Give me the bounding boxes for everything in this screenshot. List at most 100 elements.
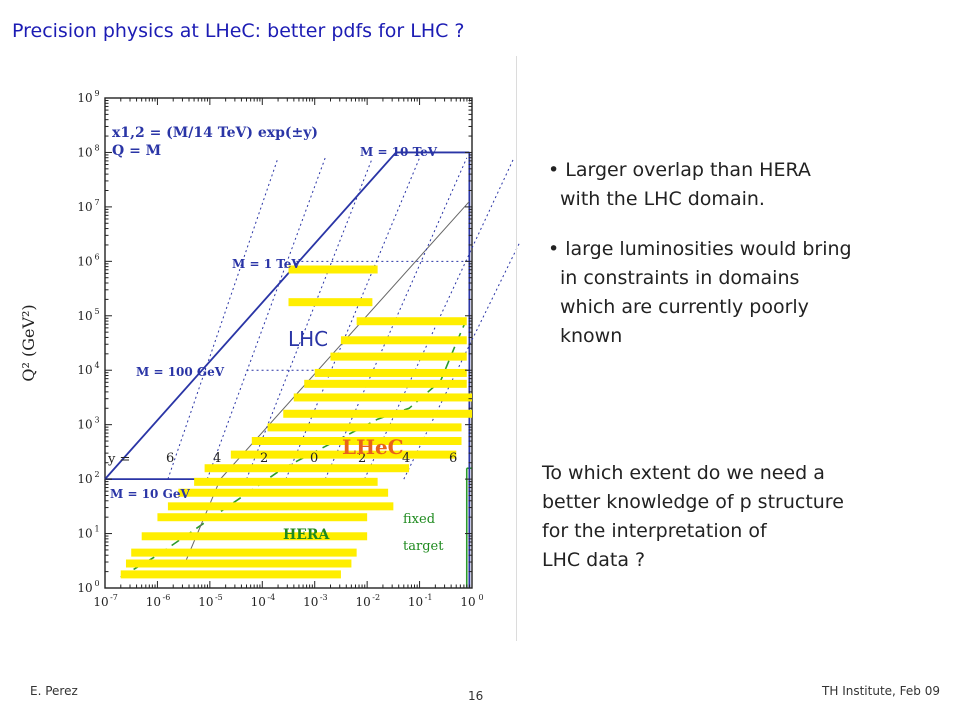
x-tick-label: 10 [146,595,161,609]
x-tick-label-exponent: -7 [110,593,118,602]
lheC-region-label: LHeC [342,435,404,459]
question-text: To which extent do we need a better know… [542,459,952,575]
lheC-band [356,317,467,326]
y-tick-label: 10 [77,472,92,486]
y-tick-label: 10 [77,145,92,159]
footer-event: TH Institute, Feb 09 [822,684,940,698]
x-tick-label: 10 [251,595,266,609]
bullet-list: • Larger overlap than HERA with the LHC … [548,156,948,351]
bullet-1-line-1: • Larger overlap than HERA [548,159,811,181]
bullet-2-line-4: known [560,325,623,347]
question-line-1: To which extent do we need a [542,462,825,484]
slide-title: Precision physics at LHeC: better pdfs f… [12,20,465,42]
y-tick-label-exponent: 1 [94,525,99,534]
mass-label: M = 100 GeV [136,365,225,379]
fixed-target-label-line-2: target [403,539,444,554]
rapidity-line [206,157,326,480]
y-tick-label: 10 [77,200,92,214]
question-line-2: better knowledge of p structure [542,491,844,513]
mass-label: M = 1 TeV [232,257,301,271]
lheC-band [304,379,467,388]
bullet-2-line-3: which are currently poorly [560,296,809,318]
lheC-band [340,336,467,345]
rapidity-label: 4 [402,451,410,466]
lheC-band [131,548,357,557]
y-tick-label: 10 [77,91,92,105]
mass-label: M = 10 TeV [360,145,438,159]
x-tick-label: 10 [93,595,108,609]
lheC-band [230,450,457,459]
x-tick-label-exponent: -1 [425,593,433,602]
y-tick-label: 10 [77,527,92,541]
formula-line-1: x1,2 = (M/14 TeV) exp(±y) [112,125,318,141]
x-tick-label-exponent: -2 [372,593,380,602]
y-tick-label-exponent: 7 [94,198,99,207]
plot-frame [104,97,473,589]
x-tick-label: 10 [198,595,213,609]
x-tick-label-exponent: -3 [320,593,328,602]
y-tick-label: 10 [77,254,92,268]
rapidity-label: 2 [260,451,268,466]
rapidity-label: 0 [310,451,318,466]
y-tick-label-exponent: 4 [94,361,99,370]
lheC-band [194,477,378,486]
x-tick-label: 10 [460,595,475,609]
y-tick-label-exponent: 6 [94,252,99,261]
formula-line-2: Q = M [112,143,161,159]
y-axis-label: Q² (GeV²) [19,304,38,381]
y-tick-label-exponent: 2 [94,470,99,479]
x-tick-label: 10 [356,595,371,609]
y-tick-label-exponent: 5 [94,307,99,316]
x-tick-label-exponent: -5 [215,593,223,602]
y-tick-label-exponent: 8 [94,143,99,152]
lheC-band [120,570,341,579]
y-tick-label-exponent: 9 [94,89,99,98]
column-divider [516,56,517,641]
y-tick-label: 10 [77,581,92,595]
rapidity-label: y = [107,452,130,467]
lheC-band [293,393,472,402]
question-line-4: LHC data ? [542,549,646,571]
footer-page-number: 16 [468,689,484,703]
lheC-band [283,409,472,418]
lheC-band [204,464,410,473]
lheC-band [251,437,462,445]
lheC-band [157,513,368,522]
x-tick-label-exponent: -6 [163,593,171,602]
y-tick-label-exponent: 0 [94,579,99,588]
lheC-band [288,298,373,307]
lheC-band [267,423,462,432]
rapidity-line [167,157,279,480]
footer-author: E. Perez [30,684,78,698]
x-tick-label-exponent: 0 [478,593,483,602]
lhc-left-boundary [104,151,397,480]
rapidity-line [364,157,515,480]
lheC-band [330,352,467,361]
bullet-2-line-2: in constraints in domains [560,267,800,289]
lheC-band [141,532,368,541]
fixed-target-label-line-1: fixed [403,512,435,527]
x-tick-label-exponent: -4 [267,593,275,602]
question-line-3: for the interpretation of [542,520,767,542]
x-tick-label: 10 [408,595,423,609]
y-tick-label-exponent: 3 [94,416,99,425]
bullet-1-line-2: with the LHC domain. [560,188,765,210]
y-tick-label: 10 [77,418,92,432]
y-tick-label: 10 [77,309,92,323]
hera-region-label: HERA [283,527,331,543]
lheC-band [125,559,352,568]
rapidity-label: 6 [166,451,174,466]
rapidity-label: 4 [213,451,221,466]
rapidity-label: 2 [358,451,366,466]
lheC-band [178,488,389,497]
mass-label: M = 10 GeV [110,487,190,501]
kinematic-plane-chart: 10 -7 10 -6 10 -5 10 -4 10 -3 10 -2 10 -1 10 010 010 110 2… [19,89,520,609]
rapidity-label: 6 [449,451,457,466]
lhc-region-label: LHC [288,327,328,351]
lheC-band [288,265,378,274]
bullet-2-line-1: • large luminosities would bring [548,238,852,260]
lheC-band [314,368,467,377]
lheC-band [167,502,394,511]
y-tick-label: 10 [77,363,92,377]
x-tick-label: 10 [303,595,318,609]
